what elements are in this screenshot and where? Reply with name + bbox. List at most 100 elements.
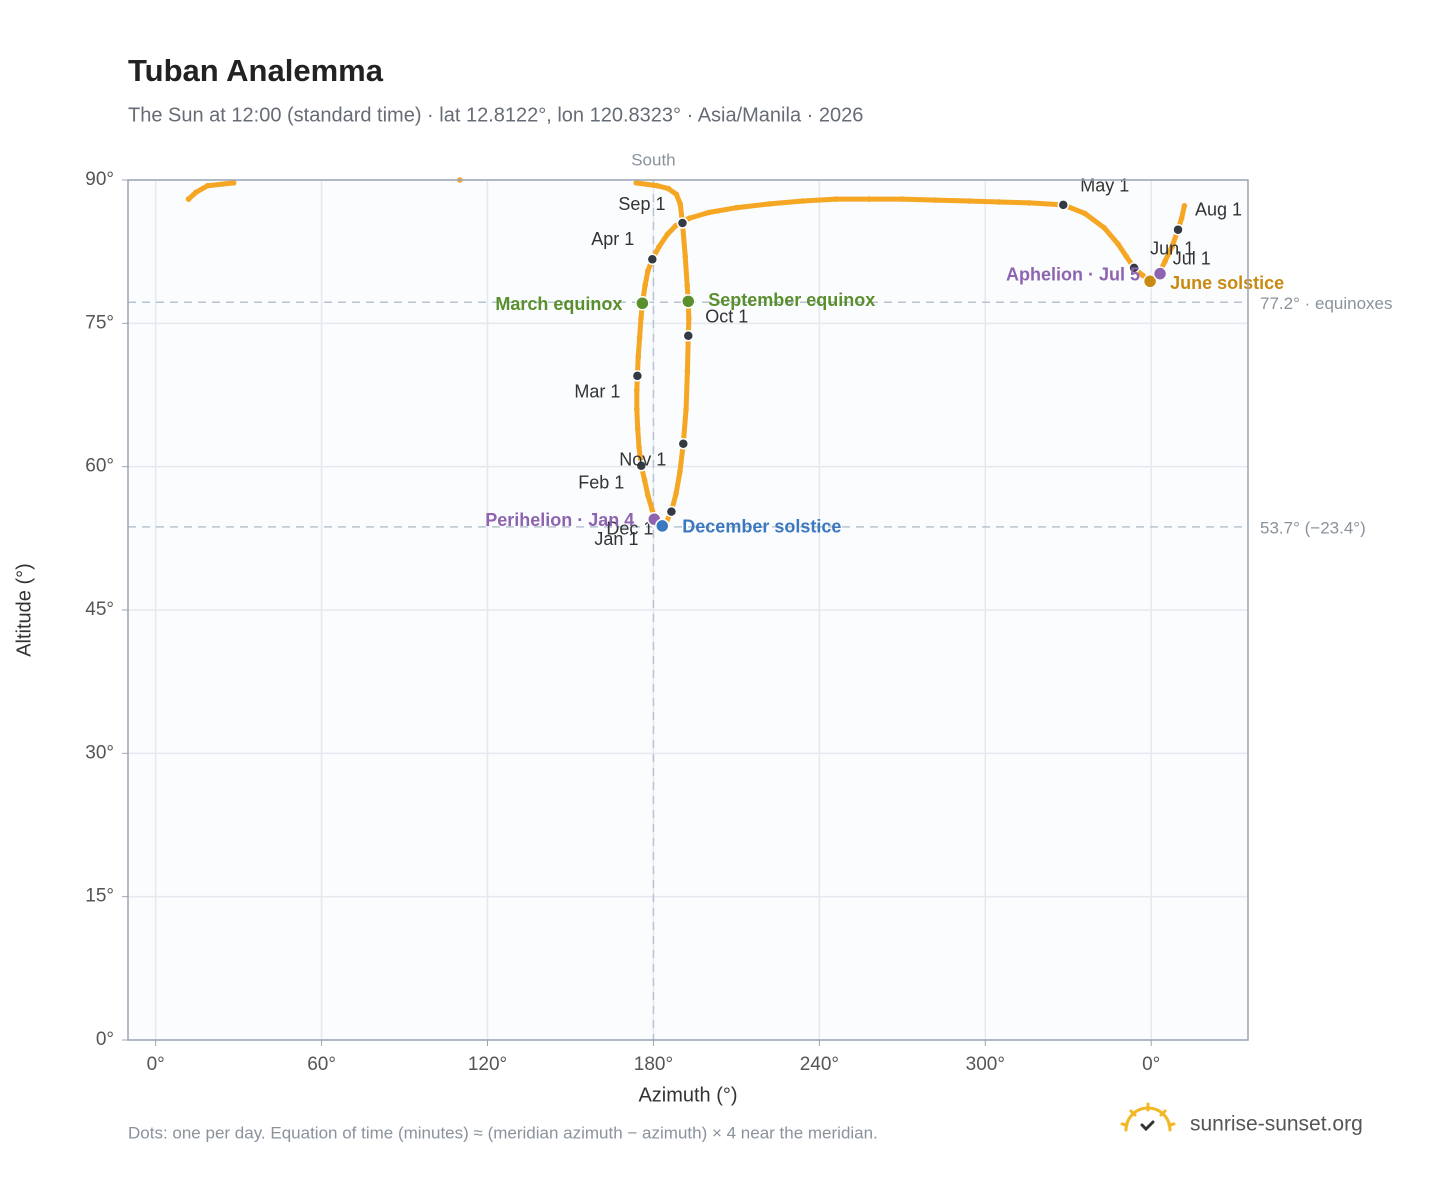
brand-logo (1120, 1102, 1176, 1132)
day-dot (635, 353, 642, 360)
day-dot (185, 196, 192, 202)
day-dot (665, 185, 672, 192)
month-dot (676, 217, 689, 229)
month-dot (1128, 262, 1140, 274)
y-tick-label: 30° (85, 742, 114, 763)
meridian-label: South (631, 150, 675, 169)
path-segment (673, 468, 683, 496)
path-segment (682, 253, 690, 288)
path-segment (634, 406, 641, 431)
month-dot (677, 437, 690, 450)
y-tick-label: 60° (85, 456, 114, 477)
y-tick-label: 0° (96, 1029, 114, 1050)
x-tick-label: 300° (966, 1054, 1005, 1075)
day-dot (633, 180, 640, 186)
brand: sunrise-sunset.org (1190, 1113, 1363, 1136)
day-dot (965, 198, 972, 204)
day-dot (192, 189, 199, 196)
event-label: March equinox (495, 294, 622, 314)
day-dot (1026, 200, 1033, 206)
event-label: December solstice (682, 517, 841, 537)
day-dot (664, 231, 671, 238)
day-dot (677, 468, 683, 475)
day-dot (833, 196, 839, 202)
month-dot (665, 505, 678, 518)
day-dot (636, 444, 642, 451)
x-tick-label: 60° (307, 1054, 336, 1075)
path-segment (706, 205, 739, 215)
path-segment (635, 425, 642, 451)
day-dot (705, 209, 712, 216)
month-label: Feb 1 (578, 472, 624, 492)
day-dot (1169, 244, 1175, 250)
path-segment (767, 198, 806, 207)
month-dot (682, 330, 695, 342)
path-segment (680, 406, 689, 447)
day-dot (682, 253, 689, 260)
day-dot (799, 198, 806, 204)
path-segment (800, 196, 839, 204)
day-dot (673, 490, 679, 497)
day-dot (932, 197, 939, 203)
y-tick-label: 75° (85, 312, 114, 333)
day-dot (684, 368, 691, 374)
event-dot (1152, 266, 1168, 281)
path-segment (733, 201, 773, 211)
day-dot (1101, 224, 1107, 231)
path-segment (205, 180, 237, 189)
x-tick-label: 240° (800, 1054, 839, 1075)
day-dot (866, 196, 872, 202)
month-label: Mar 1 (574, 382, 620, 402)
chart-title: Tuban Analemma (128, 53, 384, 88)
day-dot (1123, 253, 1130, 260)
day-dot (634, 406, 640, 413)
path-segment (683, 368, 690, 412)
x-axis-label: Azimuth (°) (638, 1084, 737, 1106)
day-dot (642, 282, 648, 288)
footnote: Dots: one per day. Equation of time (min… (128, 1123, 878, 1142)
path-segment (1082, 210, 1107, 231)
day-dot (677, 201, 684, 207)
month-dot (631, 370, 644, 382)
month-dot (1172, 223, 1184, 236)
month-label: Nov 1 (619, 449, 666, 469)
day-dot (641, 477, 648, 483)
path-segment (899, 196, 939, 203)
x-tick-label: 0° (1142, 1054, 1160, 1075)
day-dot (1181, 203, 1188, 209)
day-dot (634, 387, 640, 394)
day-dot (654, 182, 661, 189)
day-dot (996, 199, 1002, 205)
day-dot (649, 506, 655, 513)
path-segment (1101, 225, 1121, 247)
day-dot (1162, 258, 1168, 265)
day-dot (1178, 215, 1185, 222)
y-tick-label: 15° (85, 886, 114, 907)
event-dot (1142, 274, 1158, 289)
day-dot (1115, 241, 1121, 247)
month-label: Jun 1 (1150, 239, 1194, 259)
day-dot (899, 196, 906, 202)
path-segment (635, 335, 643, 360)
path-segment (966, 198, 1002, 205)
day-dot (684, 282, 690, 288)
day-dot (673, 191, 680, 198)
event-dot (681, 294, 696, 309)
day-dot (204, 182, 211, 189)
day-dot (656, 244, 662, 250)
month-label: Dec 1 (606, 518, 653, 538)
event-dot (655, 518, 670, 534)
path-segment (637, 316, 644, 341)
reference-label: 77.2° · equinoxes (1260, 294, 1393, 313)
path-segment (996, 199, 1033, 206)
event-label: September equinox (708, 290, 875, 310)
day-dot (766, 201, 773, 207)
day-dot (686, 315, 692, 322)
day-dot (733, 204, 740, 211)
month-label: Oct 1 (705, 307, 748, 327)
path-segment (933, 197, 972, 204)
y-tick-label: 45° (85, 599, 114, 620)
month-dot (1057, 199, 1070, 211)
month-label: Sep 1 (618, 194, 665, 214)
event-label: June solstice (1170, 273, 1284, 293)
